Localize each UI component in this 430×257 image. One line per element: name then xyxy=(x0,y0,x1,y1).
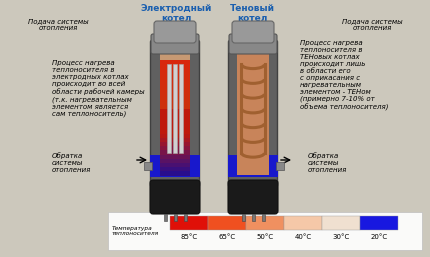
Text: Теновый
котел: Теновый котел xyxy=(230,4,274,23)
Bar xyxy=(163,214,166,221)
Bar xyxy=(167,64,171,153)
Bar xyxy=(360,216,398,230)
Bar xyxy=(246,216,284,230)
Text: 65°C: 65°C xyxy=(218,234,236,240)
FancyBboxPatch shape xyxy=(229,34,277,54)
Bar xyxy=(160,114,190,118)
Bar xyxy=(160,64,190,69)
Bar xyxy=(108,212,422,250)
Bar xyxy=(160,85,190,89)
Bar xyxy=(160,146,190,151)
Bar xyxy=(160,93,190,98)
Bar xyxy=(160,89,190,94)
Bar xyxy=(261,214,264,221)
Bar xyxy=(160,167,190,171)
Bar xyxy=(160,77,190,81)
Text: Электродный
котел: Электродный котел xyxy=(140,4,212,23)
Bar xyxy=(160,130,190,134)
Bar xyxy=(160,56,190,61)
Text: Процесс нагрева
теплоносителя в
электродных котлах
происходит во всей
области ра: Процесс нагрева теплоносителя в электрод… xyxy=(52,60,144,117)
Text: 20°C: 20°C xyxy=(370,234,387,240)
Bar xyxy=(160,138,190,143)
Bar xyxy=(228,155,278,177)
FancyBboxPatch shape xyxy=(232,21,274,43)
Bar xyxy=(160,101,190,106)
Bar xyxy=(276,162,284,170)
Bar xyxy=(150,155,200,177)
Text: 50°C: 50°C xyxy=(256,234,273,240)
Text: Обратка
системы
отопления: Обратка системы отопления xyxy=(308,152,347,173)
Bar xyxy=(160,150,190,155)
Bar xyxy=(160,52,190,57)
Bar xyxy=(208,216,246,230)
Bar xyxy=(160,109,190,114)
Bar xyxy=(237,52,269,175)
Bar xyxy=(160,159,190,163)
Bar xyxy=(179,64,183,153)
Text: Температура
теплоносителя: Температура теплоносителя xyxy=(112,226,159,236)
Bar xyxy=(160,72,190,77)
FancyBboxPatch shape xyxy=(228,41,277,187)
Bar xyxy=(252,214,255,221)
Bar xyxy=(160,134,190,139)
Bar xyxy=(173,214,176,221)
Bar xyxy=(160,105,190,110)
FancyBboxPatch shape xyxy=(228,180,278,214)
Bar xyxy=(160,154,190,159)
Bar xyxy=(160,163,190,167)
Text: 30°C: 30°C xyxy=(332,234,350,240)
Bar xyxy=(144,162,152,170)
Bar xyxy=(160,171,190,176)
Bar xyxy=(322,216,360,230)
FancyBboxPatch shape xyxy=(150,180,200,214)
FancyBboxPatch shape xyxy=(150,41,200,187)
Bar xyxy=(284,216,322,230)
Text: Подача системы
отопления: Подача системы отопления xyxy=(28,18,88,31)
Bar xyxy=(184,214,187,221)
Text: Процесс нагрева
теплоносителя в
ТЕНовых котлах
происходит лишь
в области его
с о: Процесс нагрева теплоносителя в ТЕНовых … xyxy=(300,40,388,111)
Text: Подача системы
отопления: Подача системы отопления xyxy=(342,18,402,31)
Bar xyxy=(173,64,177,153)
FancyBboxPatch shape xyxy=(151,34,199,54)
Bar xyxy=(160,122,190,126)
Bar xyxy=(242,214,245,221)
Text: Обратка
системы
отопления: Обратка системы отопления xyxy=(52,152,91,173)
Bar xyxy=(160,142,190,147)
Text: 40°C: 40°C xyxy=(295,234,312,240)
FancyBboxPatch shape xyxy=(154,21,196,43)
Bar xyxy=(160,68,190,73)
Bar xyxy=(160,97,190,102)
Bar xyxy=(170,216,208,230)
Bar xyxy=(160,60,190,65)
Bar xyxy=(160,81,190,85)
Text: 85°C: 85°C xyxy=(181,234,197,240)
Bar xyxy=(160,126,190,130)
Bar xyxy=(160,118,190,122)
